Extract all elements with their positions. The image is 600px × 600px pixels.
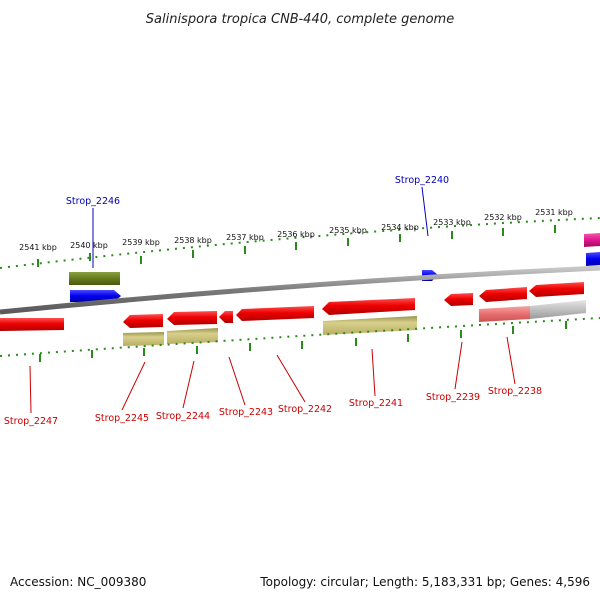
genome-summary-text: Topology: circular; Length: 5,183,331 bp… [259, 575, 590, 589]
gene-label-strop-2244[interactable]: Strop_2244 [156, 411, 210, 422]
feature-strop-2243[interactable] [219, 311, 233, 323]
gene-label-strop-2243[interactable]: Strop_2243 [219, 407, 273, 418]
tick-label: 2532 kbp [484, 213, 522, 222]
feature-khaki-2241[interactable] [323, 316, 417, 335]
feature-strop-2242[interactable] [236, 306, 314, 321]
gene-label-strop-2238[interactable]: Strop_2238 [488, 386, 542, 397]
gene-label-strop-2242[interactable]: Strop_2242 [278, 404, 332, 415]
feature-gray-2238[interactable] [530, 300, 586, 319]
tick-label: 2541 kbp [19, 243, 57, 252]
gene-label-strop-2241[interactable]: Strop_2241 [349, 398, 403, 409]
feature-khaki-2244[interactable] [167, 328, 218, 344]
feature-strop-2246[interactable] [70, 290, 121, 302]
gene-label-strop-2240[interactable]: Strop_2240 [395, 175, 449, 186]
gene-label-strop-2239[interactable]: Strop_2239 [426, 392, 480, 403]
feature-strop-2239[interactable] [444, 293, 473, 306]
tick-label: 2535 kbp [329, 226, 367, 235]
feature-khaki-2245[interactable] [123, 332, 164, 346]
map-title: Salinispora tropica CNB-440, complete ge… [146, 12, 454, 27]
tick-label: 2537 kbp [226, 233, 264, 242]
tick-label: 2538 kbp [174, 236, 212, 245]
tick-label: 2540 kbp [70, 241, 108, 250]
tick-label: 2539 kbp [122, 238, 160, 247]
gene-label-strop-2245[interactable]: Strop_2245 [95, 413, 149, 424]
accession-text: Accession: NC_009380 [10, 575, 146, 589]
feature-strop-2244[interactable] [167, 311, 217, 325]
tick-label: 2531 kbp [535, 208, 573, 217]
leader-lines [29, 186, 516, 414]
tick-label: 2536 kbp [277, 230, 315, 239]
feature-strop-2245[interactable] [123, 314, 163, 328]
feature-red-arrow-2[interactable] [479, 287, 527, 302]
top-ruler [0, 217, 600, 269]
feature-red-arrow-3[interactable] [529, 282, 584, 297]
feature-strop-2241[interactable] [322, 298, 415, 315]
feature-blue-edge[interactable] [586, 252, 600, 266]
tick-label: 2533 kbp [433, 218, 471, 227]
feature-magenta-edge[interactable] [584, 233, 600, 247]
bottom-ruler [0, 317, 600, 362]
feature-strop-2247[interactable] [0, 318, 64, 331]
tick-label: 2534 kbp [381, 223, 419, 232]
gene-label-strop-2247[interactable]: Strop_2247 [4, 416, 58, 427]
gene-label-strop-2246[interactable]: Strop_2246 [66, 196, 120, 207]
feature-strop-2238[interactable] [479, 306, 530, 322]
genome-backbone [0, 265, 600, 315]
feature-olive-upper[interactable] [69, 272, 120, 285]
